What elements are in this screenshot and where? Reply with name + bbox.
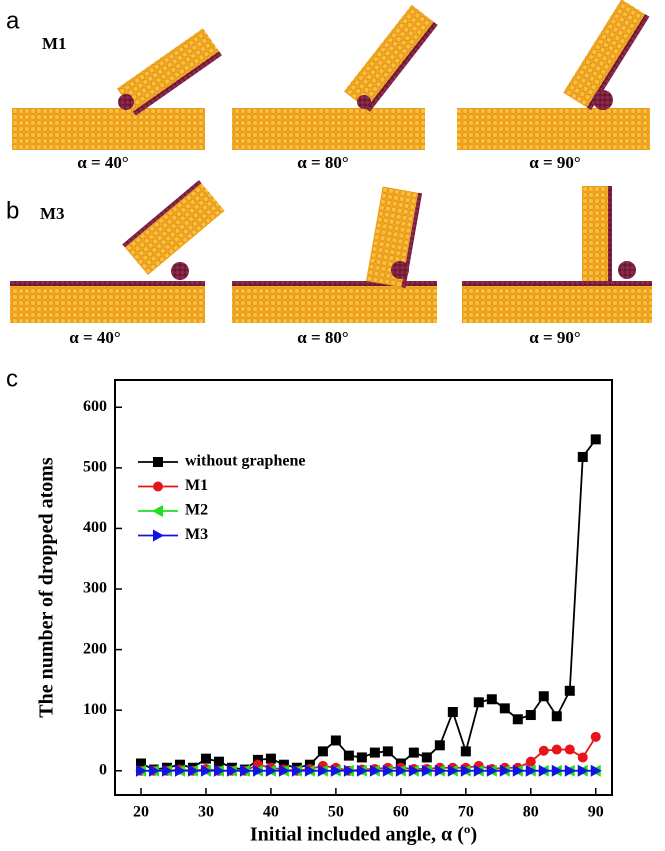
marker [318, 746, 328, 756]
x-tick-label: 40 [263, 804, 279, 821]
marker [152, 505, 163, 517]
marker [435, 740, 445, 750]
legend-label: M3 [185, 526, 208, 543]
x-axis-title: Initial included angle, α (º) [250, 824, 477, 846]
x-tick-label: 20 [133, 804, 149, 821]
marker [500, 703, 510, 713]
sphere [357, 95, 371, 109]
y-tick-label: 200 [83, 640, 107, 657]
marker [383, 746, 393, 756]
y-tick-label: 100 [83, 701, 107, 718]
y-axis-title: The number of dropped atoms [36, 457, 58, 718]
marker [565, 686, 575, 696]
marker [344, 751, 354, 761]
y-tick-label: 600 [83, 398, 107, 415]
marker [539, 746, 549, 756]
marker [153, 457, 163, 467]
legend-label: M1 [185, 477, 208, 494]
caption: α = 80° [297, 153, 348, 172]
marker [513, 714, 523, 724]
model-label: M3 [40, 204, 65, 223]
marker [552, 711, 562, 721]
marker [153, 482, 163, 492]
model-label: M1 [42, 34, 67, 53]
marker [578, 452, 588, 462]
scene [232, 5, 438, 150]
marker [266, 754, 276, 764]
sphere [118, 94, 134, 110]
marker [331, 735, 341, 745]
substrate [12, 108, 205, 150]
caption: α = 90° [529, 328, 580, 347]
marker [461, 746, 471, 756]
scene [232, 186, 437, 323]
scene [457, 0, 650, 150]
marker [153, 530, 164, 542]
panel-label: b [6, 197, 19, 224]
caption: α = 80° [297, 328, 348, 347]
marker [565, 745, 575, 755]
x-tick-label: 30 [198, 804, 214, 821]
sphere [593, 90, 613, 110]
marker [591, 732, 601, 742]
x-tick-label: 80 [523, 804, 539, 821]
marker [487, 694, 497, 704]
marker [474, 697, 484, 707]
marker [370, 748, 380, 758]
marker [552, 745, 562, 755]
marker [357, 752, 367, 762]
legend-label: M2 [185, 502, 208, 519]
panel-label: c [6, 365, 18, 392]
y-tick-label: 400 [83, 519, 107, 536]
marker [526, 757, 536, 767]
x-tick-label: 50 [328, 804, 344, 821]
y-tick-label: 300 [83, 580, 107, 597]
marker [591, 434, 601, 444]
substrate [457, 108, 650, 150]
marker [214, 757, 224, 767]
marker [448, 707, 458, 717]
caption: α = 90° [529, 153, 580, 172]
plot-frame [115, 380, 612, 795]
y-tick-label: 0 [99, 761, 107, 778]
x-tick-label: 70 [458, 804, 474, 821]
scene [10, 180, 225, 323]
caption: α = 40° [69, 328, 120, 347]
marker [526, 710, 536, 720]
figure: a M1 α = 40° α = 80° α = 90° b M3 [0, 0, 665, 851]
marker [578, 752, 588, 762]
scene [462, 186, 652, 323]
panel-label: a [6, 7, 20, 34]
substrate [232, 108, 425, 150]
marker [201, 754, 211, 764]
marker [539, 691, 549, 701]
plot: 20 30 40 50 60 70 80 90 0 100 200 300 400 500 600 Initi… [36, 380, 612, 846]
legend-label: without graphene [185, 453, 305, 470]
marker [422, 752, 432, 762]
caption: α = 40° [77, 153, 128, 172]
x-tick-label: 90 [588, 804, 604, 821]
x-tick-label: 60 [393, 804, 409, 821]
marker [409, 748, 419, 758]
rod [344, 5, 438, 112]
y-tick-label: 500 [83, 459, 107, 476]
